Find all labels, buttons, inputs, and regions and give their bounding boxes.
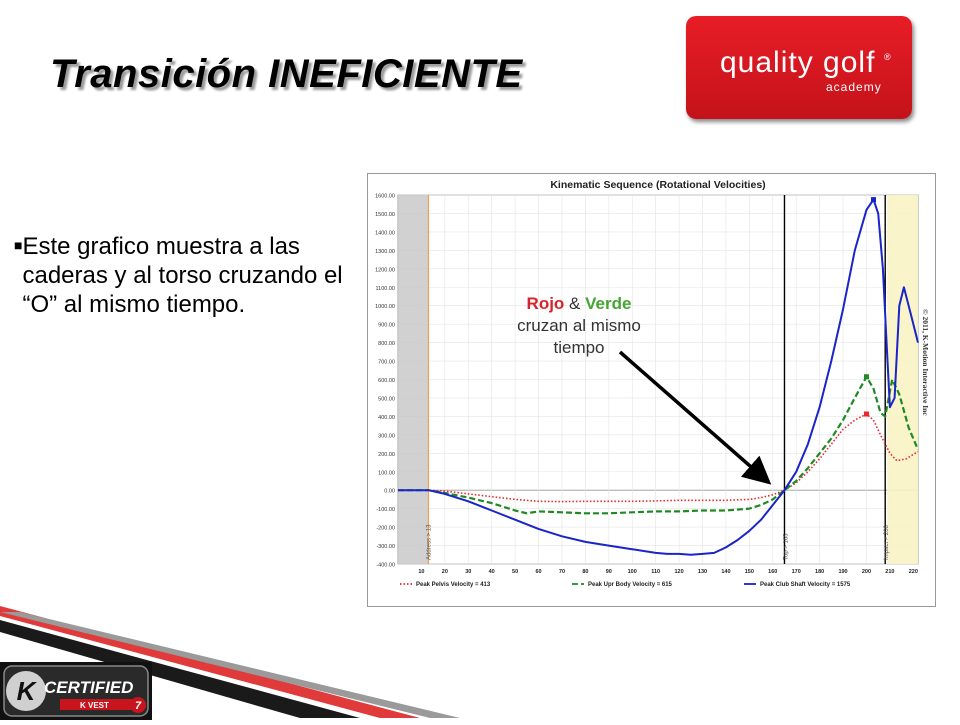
badge-certified-text: CERTIFIED xyxy=(44,678,133,697)
slide-title: Transición INEFICIENTE xyxy=(50,52,523,96)
peak-marker xyxy=(870,197,876,203)
kinematic-chart-frame: Kinematic Sequence (Rotational Velocitie… xyxy=(367,173,936,607)
x-tick-label: 210 xyxy=(885,569,894,575)
callout-text: cruzan al mismo tiempo xyxy=(517,316,641,357)
y-tick-label: 800.00 xyxy=(378,341,395,347)
x-tick-label: 190 xyxy=(838,569,847,575)
legend-label: Peak Upr Body Velocity = 615 xyxy=(588,582,673,588)
x-tick-label: 30 xyxy=(465,569,471,575)
x-tick-label: 90 xyxy=(606,569,612,575)
y-tick-label: -200.00 xyxy=(376,526,395,532)
x-tick-label: 150 xyxy=(745,569,754,575)
y-tick-label: -400.00 xyxy=(376,563,395,569)
y-tick-label: 1100.00 xyxy=(376,286,395,292)
y-tick-label: 1000.00 xyxy=(375,304,395,310)
logo-subtitle: academy xyxy=(826,80,882,94)
y-tick-label: 0.00 xyxy=(384,489,395,495)
k-vest-certified-badge: K CERTIFIED K VEST 7 xyxy=(0,662,152,720)
x-tick-label: 20 xyxy=(442,569,448,575)
kinematic-sequence-chart: Kinematic Sequence (Rotational Velocitie… xyxy=(375,179,930,588)
chart-copyright: © 2011, K-Motion Interactive Inc xyxy=(921,309,930,416)
bullet-text: Este grafico muestra a las caderas y al … xyxy=(22,233,343,318)
y-tick-label: 200.00 xyxy=(378,452,395,458)
x-tick-label: 100 xyxy=(628,569,637,575)
series-line xyxy=(398,198,919,556)
y-tick-label: 100.00 xyxy=(378,470,395,476)
y-tick-label: 400.00 xyxy=(378,415,395,421)
x-tick-label: 160 xyxy=(768,569,777,575)
y-tick-label: 900.00 xyxy=(378,323,395,329)
x-tick-label: 200 xyxy=(862,569,871,575)
x-tick-label: 50 xyxy=(512,569,518,575)
series-line xyxy=(398,375,920,515)
peak-marker xyxy=(863,411,869,417)
x-tick-label: 10 xyxy=(418,569,424,575)
x-tick-label: 40 xyxy=(489,569,495,575)
y-tick-label: 300.00 xyxy=(378,433,395,439)
logo-registered-mark: ® xyxy=(884,52,891,62)
y-tick-label: 1500.00 xyxy=(375,212,395,218)
quality-golf-logo: quality golf ® academy xyxy=(686,16,912,119)
y-tick-label: 1600.00 xyxy=(375,194,395,200)
x-tick-label: 120 xyxy=(674,569,683,575)
address-region xyxy=(398,195,429,564)
y-tick-label: 700.00 xyxy=(378,360,395,366)
x-tick-label: 180 xyxy=(815,569,824,575)
legend-label: Peak Club Shaft Velocity = 1575 xyxy=(760,582,851,588)
badge-number: 7 xyxy=(135,700,142,712)
x-tick-label: 170 xyxy=(792,569,801,575)
logo-brand: quality golf xyxy=(720,46,876,79)
callout-ampersand: & xyxy=(564,294,586,313)
y-tick-label: 500.00 xyxy=(378,396,395,402)
badge-kvest-text: K VEST xyxy=(80,701,109,710)
marker-label: Top > 165 xyxy=(783,533,789,560)
marker-label: Address > 13 xyxy=(426,524,432,560)
legend-label: Peak Pelvis Velocity = 413 xyxy=(416,582,491,588)
square-bullet-icon: ■ xyxy=(14,237,23,253)
y-tick-label: 1300.00 xyxy=(375,249,395,255)
peak-marker xyxy=(863,374,869,380)
y-tick-label: -300.00 xyxy=(376,544,395,550)
chart-title: Kinematic Sequence (Rotational Velocitie… xyxy=(550,179,765,191)
bullet-item: ■ Este grafico muestra a las caderas y a… xyxy=(14,232,364,319)
x-tick-label: 140 xyxy=(721,569,730,575)
x-tick-label: 130 xyxy=(698,569,707,575)
y-tick-label: 600.00 xyxy=(378,378,395,384)
x-tick-label: 110 xyxy=(651,569,660,575)
chart-callout: Rojo & Verde cruzan al mismo tiempo xyxy=(490,293,668,359)
x-tick-label: 80 xyxy=(582,569,588,575)
x-tick-label: 70 xyxy=(559,569,565,575)
callout-green-word: Verde xyxy=(585,294,632,313)
marker-label: Impact > 208 xyxy=(884,524,890,560)
x-tick-label: 220 xyxy=(909,569,918,575)
y-tick-label: 1400.00 xyxy=(375,230,395,236)
svg-text:K: K xyxy=(17,676,38,706)
y-tick-label: -100.00 xyxy=(376,507,395,513)
y-tick-label: 1200.00 xyxy=(375,267,395,273)
k-vest-logo-icon: K CERTIFIED K VEST 7 xyxy=(3,665,149,717)
followthrough-region xyxy=(887,195,918,564)
callout-red-word: Rojo xyxy=(526,294,565,313)
series-line xyxy=(398,413,919,503)
x-tick-label: 60 xyxy=(535,569,541,575)
